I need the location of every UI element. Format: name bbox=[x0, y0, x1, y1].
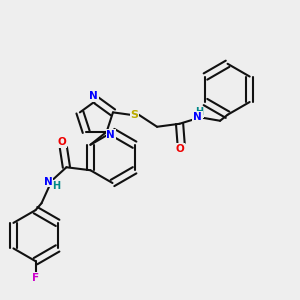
Text: N: N bbox=[44, 177, 52, 187]
Text: H: H bbox=[52, 181, 61, 191]
Text: S: S bbox=[130, 110, 139, 120]
Text: O: O bbox=[58, 137, 67, 147]
Text: N: N bbox=[193, 112, 202, 122]
Text: H: H bbox=[195, 107, 203, 117]
Text: O: O bbox=[176, 144, 184, 154]
Text: F: F bbox=[32, 273, 39, 283]
Text: N: N bbox=[89, 91, 98, 101]
Text: N: N bbox=[106, 130, 115, 140]
